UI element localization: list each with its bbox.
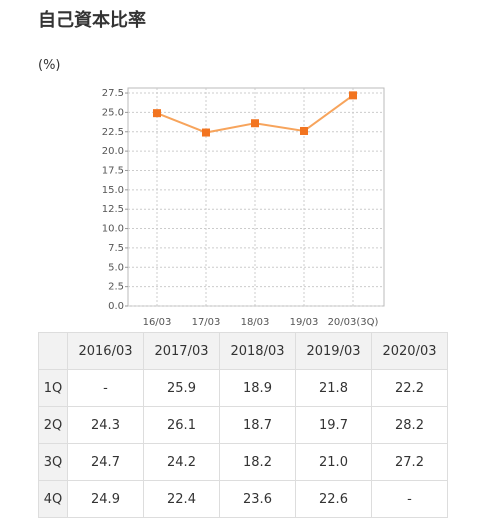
data-table: 2016/03 2017/03 2018/03 2019/03 2020/03 1Q -2…	[38, 332, 448, 518]
column-header: 2016/03	[67, 332, 144, 370]
x-tick-label: 19/03	[290, 317, 319, 328]
table-cell: 24.2	[143, 443, 220, 481]
table-row: 4Q 24.9 22.4 23.6 22.6-	[38, 480, 448, 518]
y-tick-label: 12.5	[102, 204, 124, 215]
marker	[251, 119, 259, 128]
table-cell: 22.6	[295, 480, 372, 518]
column-header: 2017/03	[143, 332, 220, 370]
y-tick-label: 5.0	[108, 262, 124, 273]
x-tick-label: 20/03(3Q)	[328, 317, 379, 328]
table-row: 2Q 24.3 26.1 18.7 19.7 28.2	[38, 406, 448, 444]
y-tick-label: 0.0	[108, 301, 124, 312]
marker	[300, 126, 308, 135]
marker	[349, 91, 357, 100]
table-cell: 22.2	[371, 369, 448, 407]
table-cell: 25.9	[143, 369, 220, 407]
x-tick-label: 18/03	[241, 317, 270, 328]
table-cell: 24.7	[67, 443, 144, 481]
row-header: 4Q	[38, 480, 68, 518]
table-cell: 28.2	[371, 406, 448, 444]
y-tick-label: 7.5	[108, 243, 124, 254]
marker	[202, 128, 210, 137]
table-cell: 23.6	[219, 480, 296, 518]
chart: 0.0 2.5 5.0 7.5 10.0 12.5 15.0 17.5 20.0 22.5 25.0…	[102, 87, 385, 328]
table-cell: 27.2	[371, 443, 448, 481]
y-tick-label: 2.5	[108, 282, 124, 293]
table-cell: 26.1	[143, 406, 220, 444]
table-cell: 18.2	[219, 443, 296, 481]
table-cell: -	[67, 369, 144, 407]
table-cell: -	[371, 480, 448, 518]
table-row: 1Q -25.9 18.9 21.8 22.2	[38, 369, 448, 407]
y-tick-label: 20.0	[102, 146, 124, 157]
y-tick-label: 22.5	[102, 127, 124, 138]
table-cell: 24.3	[67, 406, 144, 444]
row-header: 1Q	[38, 369, 68, 407]
column-header: 2019/03	[295, 332, 372, 370]
table-cell: 24.9	[67, 480, 144, 518]
table-cell: 22.4	[143, 480, 220, 518]
table-cell: 21.0	[295, 443, 372, 481]
table-cell: 21.8	[295, 369, 372, 407]
row-header: 2Q	[38, 406, 68, 444]
row-header: 3Q	[38, 443, 68, 481]
y-tick-label: 15.0	[102, 185, 124, 196]
table-cell: 19.7	[295, 406, 372, 444]
table-cell: 18.7	[219, 406, 296, 444]
y-unit-label: (%)	[38, 58, 61, 73]
column-header: 2018/03	[219, 332, 296, 370]
y-tick-label: 17.5	[102, 165, 124, 176]
x-tick-label: 17/03	[192, 317, 221, 328]
title: 自己資本比率	[38, 10, 146, 31]
table-row: 3Q 24.7 24.2 18.2 21.0 27.2	[38, 443, 448, 481]
column-header: 2020/03	[371, 332, 448, 370]
header-row: 2016/03 2017/03 2018/03 2019/03 2020/03	[38, 332, 448, 370]
table-cell: 18.9	[219, 369, 296, 407]
y-tick-label: 27.5	[102, 88, 124, 99]
marker	[153, 109, 161, 118]
y-tick-label: 10.0	[102, 224, 124, 235]
corner-cell	[38, 332, 68, 370]
y-tick-label: 25.0	[102, 107, 124, 118]
x-tick-label: 16/03	[143, 317, 172, 328]
